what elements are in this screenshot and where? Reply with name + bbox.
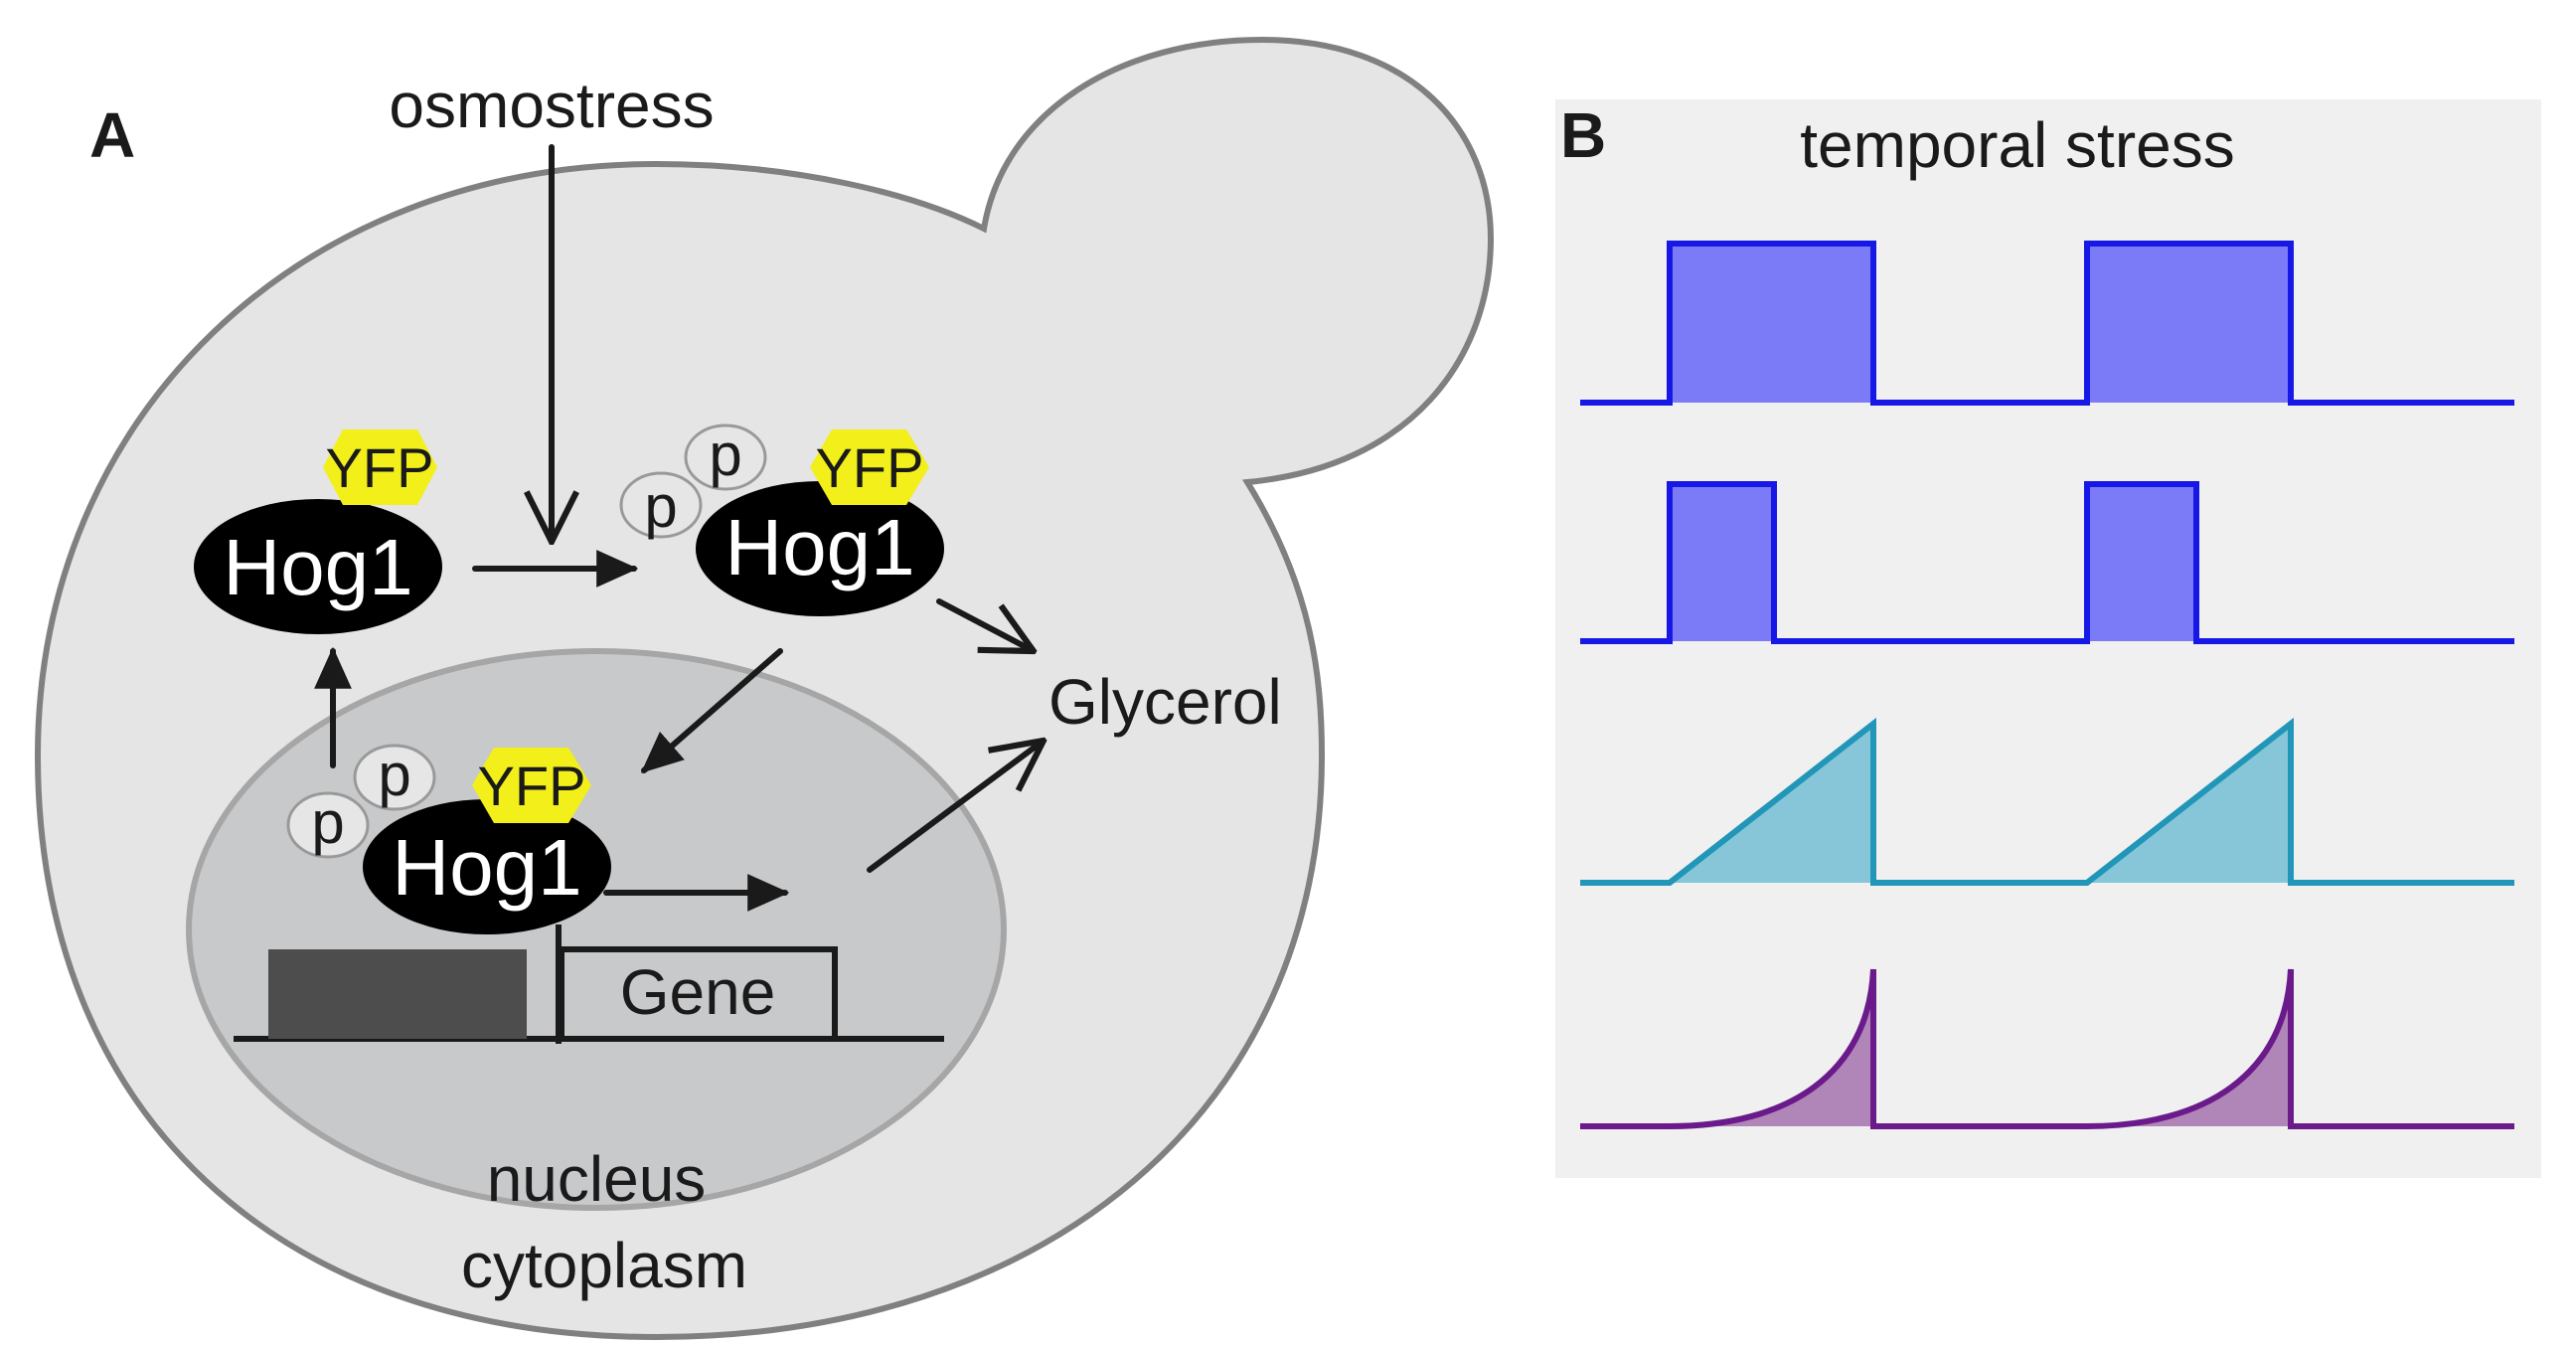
phospho-bubble <box>353 744 436 811</box>
hog1-shape <box>194 499 442 634</box>
hog1-shape <box>363 799 611 934</box>
hog1-cytoplasm-phosphorylated: p p YFP Hog1 <box>619 421 944 616</box>
phospho-label: p <box>644 473 677 540</box>
panel-b-label: B <box>1560 99 1606 171</box>
pulse-fill <box>2087 244 2291 403</box>
yfp-hexagon <box>810 429 929 505</box>
pulse-fill <box>1670 484 1774 641</box>
nucleus <box>186 648 1007 1211</box>
nuclear-import-arrow <box>640 648 783 773</box>
pulse-fill <box>2087 484 2196 641</box>
nucleus-label: nucleus <box>487 1143 707 1215</box>
stress-profile-long-pulse <box>1580 241 2514 406</box>
hog1-label: Hog1 <box>724 503 914 591</box>
phospho-label: p <box>378 742 410 808</box>
ramp-fill <box>1670 969 1873 1126</box>
pulse-trace <box>1580 481 2514 644</box>
phospho-bubble <box>684 423 767 491</box>
hog1-nucleus-phosphorylated: p p YFP Hog1 <box>286 742 611 934</box>
panel-b-title: temporal stress <box>1800 109 2234 181</box>
stress-profile-exponential-ramp <box>1580 968 2514 1129</box>
ramp-fill <box>2087 969 2291 1126</box>
osmostress-label: osmostress <box>389 70 714 141</box>
promoter-block <box>268 949 527 1039</box>
phospho-label: p <box>311 789 344 856</box>
hog1-shape <box>696 481 944 616</box>
yfp-hexagon <box>472 748 591 823</box>
glycerol-arrow-lower <box>867 741 1044 873</box>
hog1-label: Hog1 <box>392 823 581 912</box>
yfp-hexagon <box>323 429 437 505</box>
phospho-bubble <box>619 471 703 539</box>
hog1-cytoplasm-unphosphorylated: YFP Hog1 <box>194 429 442 634</box>
gene-label: Gene <box>620 956 776 1028</box>
yfp-label: YFP <box>326 436 434 499</box>
panel-b: B temporal stress <box>1555 99 2541 1178</box>
panel-a: A osmostress YFP Hog1 p p YFP Hog1 Glyce… <box>34 36 1495 1341</box>
pulse-trace <box>1580 241 2514 406</box>
glycerol-arrow-upper <box>936 598 1034 651</box>
cytoplasm-label: cytoplasm <box>461 1230 747 1301</box>
stress-profile-short-pulse <box>1580 481 2514 644</box>
stress-profile-linear-ramp <box>1580 717 2514 886</box>
hog1-label: Hog1 <box>223 523 412 611</box>
yfp-label: YFP <box>478 755 586 817</box>
phospho-bubble <box>286 791 370 859</box>
ramp-trace <box>1580 968 2514 1129</box>
gene-box <box>559 946 838 1042</box>
panel-a-label: A <box>89 99 135 171</box>
pulse-fill <box>1670 244 1873 403</box>
ramp-trace <box>1580 717 2514 886</box>
glycerol-label: Glycerol <box>1048 666 1282 738</box>
phospho-label: p <box>709 421 741 488</box>
yfp-label: YFP <box>816 436 924 499</box>
